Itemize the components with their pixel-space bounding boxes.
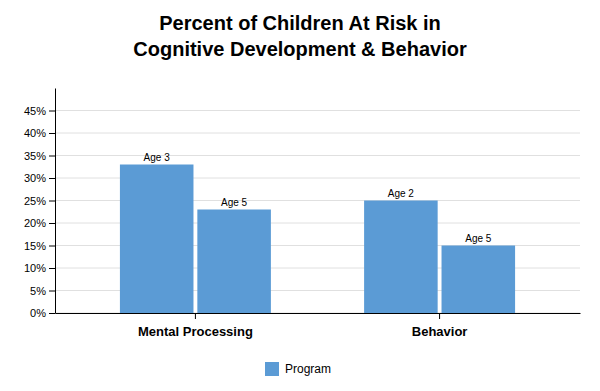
plot: 0% 5% 10% 15% 20% 25% 30% 35% 40% 45% Mental Proce… bbox=[24, 89, 581, 340]
grid-line bbox=[55, 155, 580, 156]
tick-label: 5% bbox=[30, 285, 46, 297]
bar bbox=[120, 165, 194, 314]
tick-label: 30% bbox=[24, 172, 46, 184]
tick-mark bbox=[49, 223, 55, 224]
tick: 30% bbox=[24, 172, 55, 184]
legend-item: Program bbox=[265, 362, 331, 376]
tick-label: Behavior bbox=[412, 324, 468, 339]
bar bbox=[442, 246, 516, 314]
tick-label: 25% bbox=[24, 195, 46, 207]
title-line: Cognitive Development & Behavior bbox=[133, 38, 467, 60]
tick: 0% bbox=[30, 307, 55, 319]
title-line: Percent of Children At Risk in bbox=[159, 12, 441, 34]
axis-line bbox=[55, 89, 56, 314]
legend: Program bbox=[265, 362, 331, 376]
tick-label: Mental Processing bbox=[138, 324, 253, 339]
annotations: Age 3 Age 2 Age 5 Age 5 bbox=[144, 152, 492, 244]
grid bbox=[55, 111, 580, 314]
tick-label: 0% bbox=[30, 307, 46, 319]
grid-line bbox=[55, 110, 580, 111]
tick: 45% bbox=[24, 105, 55, 117]
annotation: Age 2 bbox=[388, 188, 415, 199]
annotation: Age 5 bbox=[221, 197, 248, 208]
legend-label: Program bbox=[285, 362, 331, 376]
x-axis: Mental Processing Behavior bbox=[56, 313, 581, 339]
tick-mark bbox=[49, 268, 55, 269]
tick-mark bbox=[195, 313, 196, 319]
tick: Mental Processing bbox=[138, 313, 253, 339]
tick: 10% bbox=[24, 262, 55, 274]
tick-mark bbox=[49, 156, 55, 157]
tick-label: 35% bbox=[24, 150, 46, 162]
tick-label: 20% bbox=[24, 217, 46, 229]
y-axis: 0% 5% 10% 15% 20% 25% 30% 35% 40% 45% bbox=[24, 89, 56, 320]
tick: 5% bbox=[30, 285, 55, 297]
tick-mark bbox=[49, 178, 55, 179]
tick-mark bbox=[49, 313, 55, 314]
tick-label: 40% bbox=[24, 127, 46, 139]
tick-mark bbox=[49, 133, 55, 134]
tick: 35% bbox=[24, 150, 55, 162]
tick: 40% bbox=[24, 127, 55, 139]
tick-mark bbox=[49, 246, 55, 247]
title: Percent of Children At Risk in Cognitive … bbox=[133, 12, 467, 60]
grid-line bbox=[55, 133, 580, 134]
tick: 20% bbox=[24, 217, 55, 229]
bar bbox=[364, 201, 438, 314]
tick-label: 15% bbox=[24, 240, 46, 252]
tick: Behavior bbox=[412, 313, 468, 339]
tick-mark bbox=[49, 111, 55, 112]
chart: Percent of Children At Risk in Cognitive … bbox=[0, 0, 600, 391]
tick-mark bbox=[439, 313, 440, 319]
bars bbox=[120, 165, 515, 314]
annotation: Age 5 bbox=[465, 233, 492, 244]
legend-swatch bbox=[265, 362, 279, 376]
tick-mark bbox=[49, 291, 55, 292]
tick-mark bbox=[49, 201, 55, 202]
tick: 15% bbox=[24, 240, 55, 252]
tick-label: 10% bbox=[24, 262, 46, 274]
annotation: Age 3 bbox=[144, 152, 171, 163]
bar bbox=[197, 210, 271, 314]
tick-label: 45% bbox=[24, 105, 46, 117]
axis-line bbox=[56, 313, 581, 314]
tick: 25% bbox=[24, 195, 55, 207]
